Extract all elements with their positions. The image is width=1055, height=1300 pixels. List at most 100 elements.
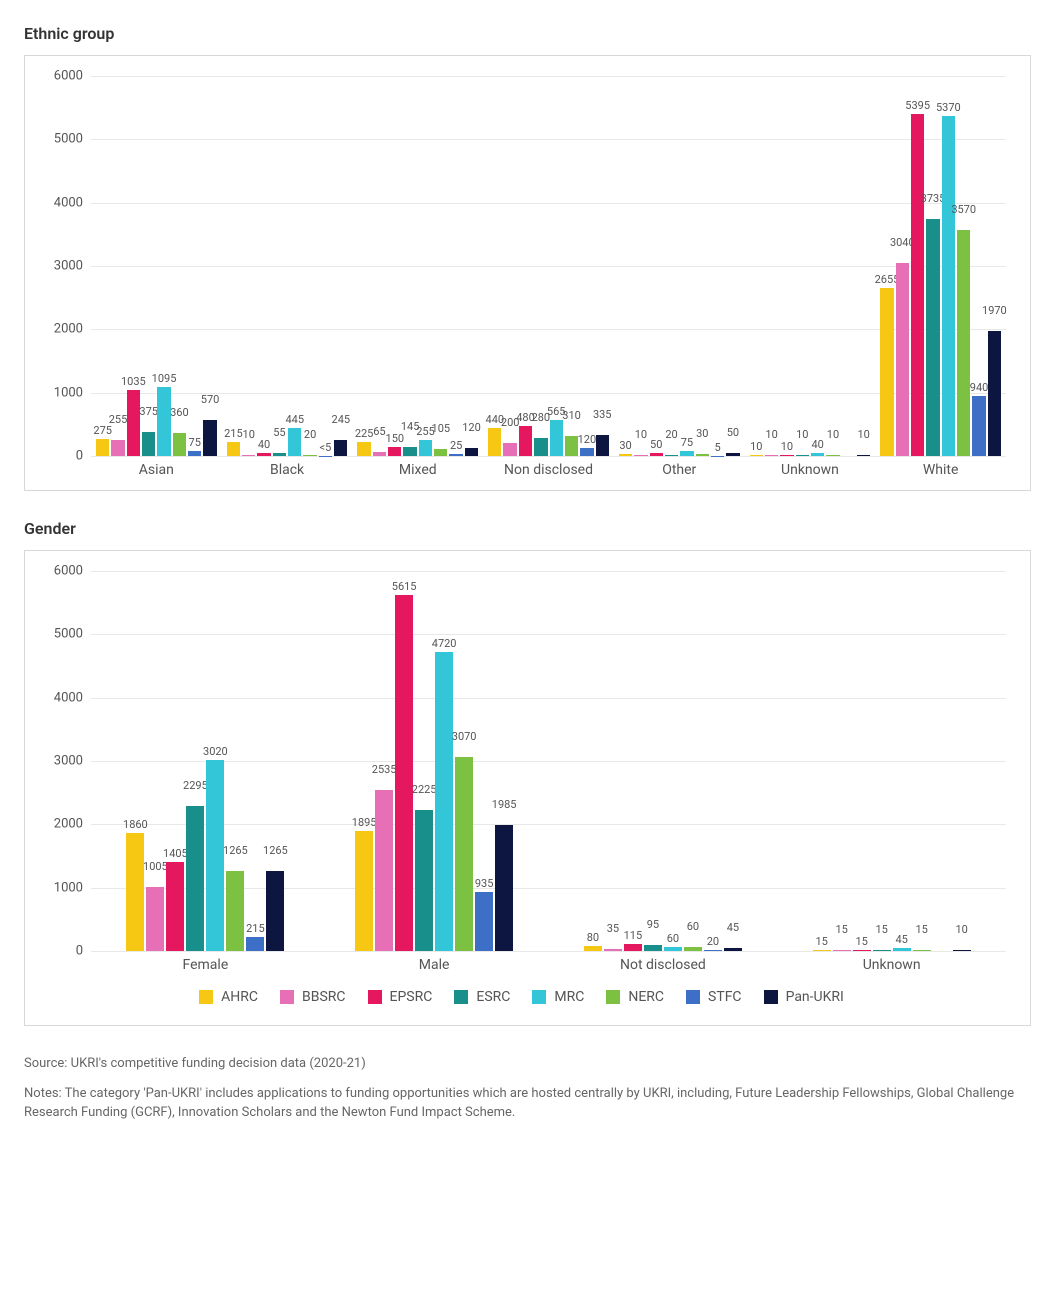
bar-bbsrc: 35 <box>604 949 622 951</box>
legend-swatch <box>686 990 700 1004</box>
bar-ahrc: 30 <box>619 454 632 456</box>
legend-swatch <box>199 990 213 1004</box>
legend-item-esrc: ESRC <box>454 989 510 1005</box>
bar-value-label: 60 <box>687 920 699 933</box>
bar-ahrc: 2655 <box>880 288 893 456</box>
legend-label: MRC <box>554 989 584 1005</box>
legend-label: AHRC <box>221 989 258 1005</box>
ethnic-chart-section: Ethnic group 010002000300040005000600027… <box>24 24 1031 491</box>
bar-value-label: 120 <box>578 433 597 446</box>
bar-mrc: 5370 <box>942 116 955 456</box>
bar-nerc: 3070 <box>455 757 473 951</box>
legend-item-mrc: MRC <box>532 989 584 1005</box>
x-axis-label: Black <box>222 462 353 478</box>
bar-group: 2752551035375109536075570 <box>91 76 222 456</box>
bar-value-label: 1860 <box>123 818 148 831</box>
bar-value-label: 10 <box>635 428 647 441</box>
bar-bbsrc: 200 <box>503 443 516 456</box>
bar-value-label: 60 <box>667 932 679 945</box>
bar-value-label: 1405 <box>163 847 188 860</box>
ethnic-plot-area: 0100020003000400050006000275255103537510… <box>91 76 1006 456</box>
bar-stfc: 20 <box>704 950 722 951</box>
bar-value-label: 45 <box>727 921 739 934</box>
legend-swatch <box>280 990 294 1004</box>
bar-epsrc: 5395 <box>911 114 924 456</box>
bar-value-label: 15 <box>915 923 927 936</box>
grid-line <box>91 456 1006 457</box>
bar-value-label: 15 <box>855 935 867 948</box>
bar-stfc: 215 <box>246 937 264 951</box>
ethnic-chart-box: 0100020003000400050006000275255103537510… <box>24 55 1031 491</box>
bar-value-label: 10 <box>955 923 967 936</box>
y-tick-label: 2000 <box>37 322 83 337</box>
legend-item-panukri: Pan-UKRI <box>764 989 844 1005</box>
bar-value-label: 115 <box>624 929 643 942</box>
bar-epsrc: 115 <box>624 944 642 951</box>
bar-nerc: 3570 <box>957 230 970 456</box>
y-tick-label: 1000 <box>37 880 83 895</box>
bar-panukri: 10 <box>953 950 971 951</box>
bar-value-label: 10 <box>750 440 762 453</box>
legend-label: STFC <box>708 989 742 1005</box>
bar-ahrc: 10 <box>750 455 763 456</box>
bar-panukri: 1985 <box>495 825 513 951</box>
bar-esrc: 2225 <box>415 810 433 951</box>
y-tick-label: 3000 <box>37 754 83 769</box>
bar-nerc: 15 <box>913 950 931 951</box>
bar-value-label: 1895 <box>352 816 377 829</box>
bar-value-label: 310 <box>562 409 581 422</box>
bar-value-label: 360 <box>170 406 189 419</box>
bar-nerc: 20 <box>303 455 316 456</box>
bar-value-label: 4720 <box>432 637 457 650</box>
bar-value-label: 20 <box>707 935 719 948</box>
bar-panukri: 45 <box>724 948 742 951</box>
legend-swatch <box>764 990 778 1004</box>
y-tick-label: 4000 <box>37 195 83 210</box>
bar-group: 80351159560602045 <box>549 571 778 951</box>
bar-esrc: 95 <box>644 945 662 951</box>
bar-value-label: 5370 <box>936 101 961 114</box>
bar-esrc: 280 <box>534 438 547 456</box>
bar-value-label: 1970 <box>982 304 1007 317</box>
bar-value-label: 50 <box>727 426 739 439</box>
bar-panukri: 10 <box>857 455 870 456</box>
bar-value-label: 940 <box>970 381 989 394</box>
bar-esrc: 20 <box>665 455 678 456</box>
gender-chart-box: 0100020003000400050006000186010051405229… <box>24 550 1031 1026</box>
bar-value-label: 20 <box>304 428 316 441</box>
bar-group: 440200480280565310120335 <box>483 76 614 456</box>
bar-nerc: 30 <box>696 454 709 456</box>
bar-value-label: 15 <box>835 923 847 936</box>
bar-value-label: 1265 <box>263 844 288 857</box>
bar-value-label: 10 <box>243 428 255 441</box>
legend-swatch <box>532 990 546 1004</box>
bar-value-label: 105 <box>432 422 451 435</box>
bar-group: 21510405544520<5245 <box>222 76 353 456</box>
x-axis-label: Male <box>320 957 549 973</box>
y-tick-label: 4000 <box>37 690 83 705</box>
bar-value-label: 20 <box>665 428 677 441</box>
bar-epsrc: 1405 <box>166 862 184 951</box>
bar-mrc: 565 <box>550 420 563 456</box>
bar-value-label: 30 <box>696 427 708 440</box>
y-tick-label: 0 <box>37 449 83 464</box>
bar-nerc: 310 <box>565 436 578 456</box>
bar-stfc: 940 <box>972 396 985 456</box>
bar-group: 1895253556152225472030709351985 <box>320 571 549 951</box>
bar-esrc: 55 <box>273 453 286 456</box>
y-tick-label: 6000 <box>37 564 83 579</box>
bar-stfc: 25 <box>449 454 462 456</box>
bar-value-label: 75 <box>189 436 201 449</box>
bar-value-label: 1265 <box>223 844 248 857</box>
ethnic-x-labels: AsianBlackMixedNon disclosedOtherUnknown… <box>91 462 1006 478</box>
bar-value-label: 3020 <box>203 745 228 758</box>
bar-bbsrc: 10 <box>765 455 778 456</box>
bar-esrc: 145 <box>403 447 416 456</box>
legend-label: BBSRC <box>302 989 346 1005</box>
bar-value-label: 2535 <box>372 763 397 776</box>
bar-value-label: 15 <box>815 935 827 948</box>
bar-bbsrc: 15 <box>833 950 851 951</box>
bar-value-label: 215 <box>224 427 243 440</box>
bar-value-label: <5 <box>320 441 332 454</box>
bar-ahrc: 80 <box>584 946 602 951</box>
